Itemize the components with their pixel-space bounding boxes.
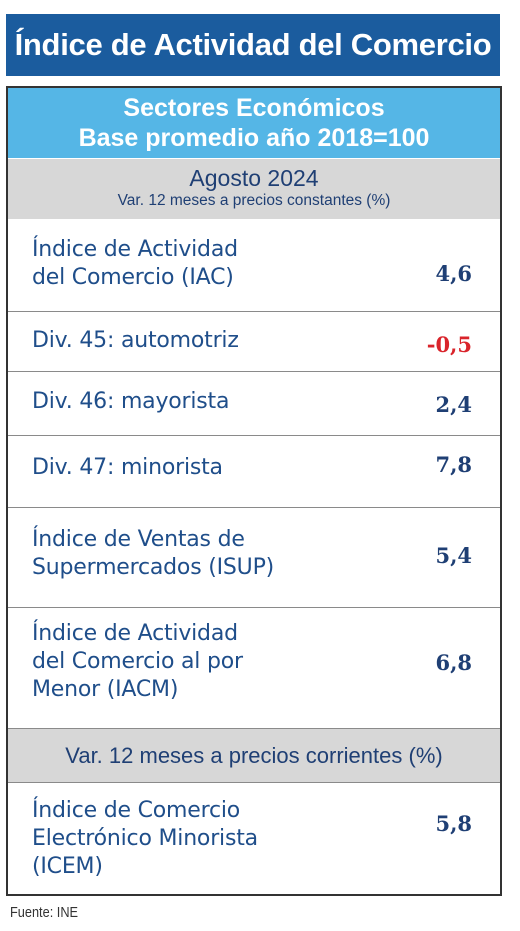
row-label: Div. 47: minorista (32, 454, 223, 482)
row-label-line: Menor (IACM) (32, 677, 179, 702)
row-label: Índice de Actividad del Comercio al por … (32, 620, 243, 704)
row-label-line: Índice de Actividad (32, 237, 238, 262)
table-row-iacm: Índice de Actividad del Comercio al por … (8, 608, 500, 729)
header-line-1: Sectores Económicos (123, 94, 385, 122)
row-label-line: Índice de Comercio (32, 798, 241, 823)
row-label-line: Índice de Ventas de (32, 527, 245, 552)
data-table: Sectores Económicos Base promedio año 20… (6, 86, 502, 896)
section-header-current-prices: Var. 12 meses a precios corrientes (%) (8, 729, 500, 783)
row-label: Div. 46: mayorista (32, 388, 229, 416)
table-row-div45: Div. 45: automotriz -0,5 (8, 312, 500, 372)
row-label-line: (ICEM) (32, 854, 103, 879)
row-label-line: Div. 47: minorista (32, 455, 223, 480)
row-label-line: Div. 46: mayorista (32, 389, 230, 414)
row-label-line: Supermercados (ISUP) (32, 555, 275, 580)
row-label: Div. 45: automotriz (32, 327, 239, 355)
row-value: 5,8 (435, 811, 472, 836)
header-line-2: Base promedio año 2018=100 (78, 124, 430, 152)
period-header: Agosto 2024 Var. 12 meses a precios cons… (8, 159, 500, 219)
source-note: Fuente: INE (10, 904, 79, 921)
row-value: 4,6 (435, 261, 472, 286)
row-label: Índice de Actividad del Comercio (IAC) (32, 236, 238, 292)
table-row-isup: Índice de Ventas de Supermercados (ISUP)… (8, 508, 500, 608)
table-row-iac: Índice de Actividad del Comercio (IAC) 4… (8, 220, 500, 312)
row-label: Índice de Comercio Electrónico Minorista… (32, 797, 258, 881)
row-label-line: del Comercio (IAC) (32, 265, 234, 290)
row-label-line: del Comercio al por (32, 649, 243, 674)
row-value: -0,5 (426, 332, 472, 357)
table-header: Sectores Económicos Base promedio año 20… (8, 88, 500, 158)
page-title: Índice de Actividad del Comercio (6, 14, 500, 76)
period-subtitle: Var. 12 meses a precios constantes (%) (117, 192, 391, 209)
row-value: 7,8 (435, 452, 472, 477)
row-value: 5,4 (435, 543, 472, 568)
period-month: Agosto 2024 (189, 165, 319, 191)
row-label-line: Índice de Actividad (32, 621, 238, 646)
table-row-div47: Div. 47: minorista 7,8 (8, 436, 500, 508)
table-row-icem: Índice de Comercio Electrónico Minorista… (8, 783, 500, 894)
row-label: Índice de Ventas de Supermercados (ISUP) (32, 526, 274, 582)
row-value: 2,4 (435, 392, 472, 417)
row-value: 6,8 (435, 650, 472, 675)
row-label-line: Electrónico Minorista (32, 826, 258, 851)
row-label-line: Div. 45: automotriz (32, 328, 239, 353)
table-row-div46: Div. 46: mayorista 2,4 (8, 372, 500, 436)
